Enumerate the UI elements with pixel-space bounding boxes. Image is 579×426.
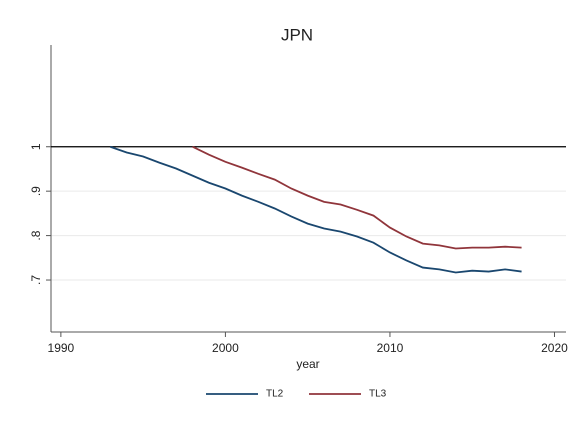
y-tick-label: .7	[29, 275, 43, 285]
line-series	[192, 145, 522, 250]
legend-label: TL2	[266, 389, 284, 400]
y-tick-label: .8	[29, 230, 43, 240]
x-tick-label: 2010	[377, 341, 404, 355]
line-series	[109, 145, 522, 274]
x-tick-label: 1990	[48, 341, 75, 355]
chart-title: JPN	[281, 25, 313, 44]
y-tick-label: 1	[29, 143, 43, 150]
x-tick-label: 2000	[212, 341, 239, 355]
legend-label: TL3	[369, 389, 387, 400]
y-tick-label: .9	[29, 186, 43, 196]
x-tick-label: 2020	[541, 341, 568, 355]
x-axis-label: year	[296, 357, 319, 371]
